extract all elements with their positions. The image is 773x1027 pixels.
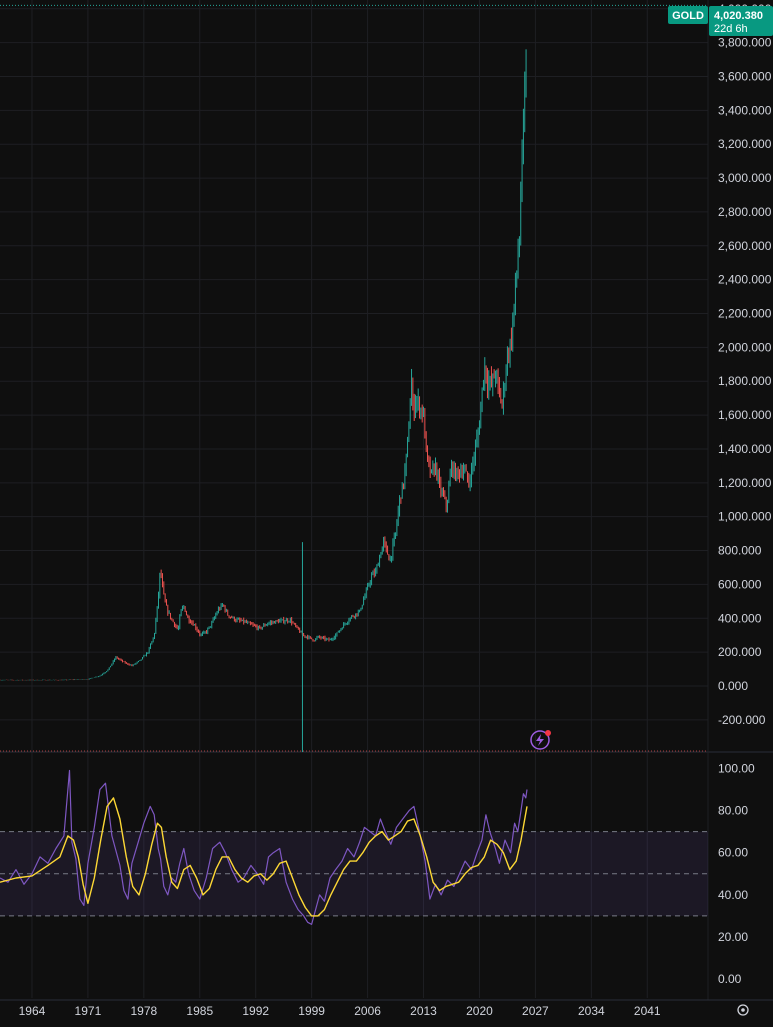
time-tick-label: 2041 [634,1004,661,1018]
price-badge-bg [709,6,773,36]
price-tick-label: 3,600.000 [718,69,772,83]
price-tick-label: 1,800.000 [718,374,772,388]
time-tick-label: 1971 [75,1004,102,1018]
price-tick-label: 1,200.000 [718,476,772,490]
price-tick-label: 2,200.000 [718,307,772,321]
price-tick-label: 600.000 [718,577,762,591]
alert-lightning-icon[interactable] [530,730,551,750]
settings-gear-icon[interactable] [737,1004,749,1016]
price-tick-label: 200.000 [718,645,762,659]
time-axis[interactable]: 1964 1971 1978 1985 1992 1999 2006 2013 2020 2027… [19,1004,661,1018]
price-axis[interactable]: 4,000.0003,800.0003,600.0003,400.0003,20… [718,2,772,727]
rsi-axis[interactable]: 100.00 80.00 60.00 40.00 20.00 0.00 [718,761,755,986]
last-price-badge: GOLD 4,020.380 22d 6h [668,6,773,36]
time-tick-label: 2027 [522,1004,549,1018]
symbol-badge-bg [668,6,708,24]
time-tick-label: 2013 [410,1004,437,1018]
rsi-line [0,769,528,926]
price-tick-label: 800.000 [718,544,762,558]
time-tick-label: 2006 [354,1004,381,1018]
price-tick-label: 0.000 [718,679,748,693]
rsi-series [0,769,528,926]
price-tick-label: 3,000.000 [718,171,772,185]
time-tick-label: 1964 [19,1004,46,1018]
price-tick-label: 3,400.000 [718,103,772,117]
rsi-tick-label: 0.00 [718,972,742,986]
price-tick-label: 1,000.000 [718,510,772,524]
price-tick-label: 3,200.000 [718,137,772,151]
rsi-tick-label: 60.00 [718,846,748,860]
price-tick-label: -200.000 [718,713,766,727]
time-tick-label: 1985 [186,1004,213,1018]
price-tick-label: 2,600.000 [718,239,772,253]
rsi-tick-label: 20.00 [718,930,748,944]
rsi-ma-line [0,797,528,917]
bar-countdown: 22d 6h [714,23,748,35]
time-tick-label: 2020 [466,1004,493,1018]
price-tick-label: 1,400.000 [718,442,772,456]
price-tick-label: 400.000 [718,611,762,625]
price-series [0,49,527,681]
time-tick-label: 1992 [242,1004,269,1018]
time-tick-label: 1999 [298,1004,325,1018]
rsi-tick-label: 100.00 [718,761,755,775]
last-price-value: 4,020.380 [714,10,763,22]
price-tick-label: 3,800.000 [718,36,772,50]
rsi-tick-label: 40.00 [718,888,748,902]
rsi-band [0,831,708,917]
price-tick-label: 2,400.000 [718,273,772,287]
price-tick-label: 2,800.000 [718,205,772,219]
time-tick-label: 1978 [130,1004,157,1018]
price-tick-label: 1,600.000 [718,408,772,422]
symbol-label: GOLD [672,10,704,22]
time-tick-label: 2034 [578,1004,605,1018]
overlay [0,4,708,752]
price-tick-label: 2,000.000 [718,340,772,354]
rsi-tick-label: 80.00 [718,804,748,818]
